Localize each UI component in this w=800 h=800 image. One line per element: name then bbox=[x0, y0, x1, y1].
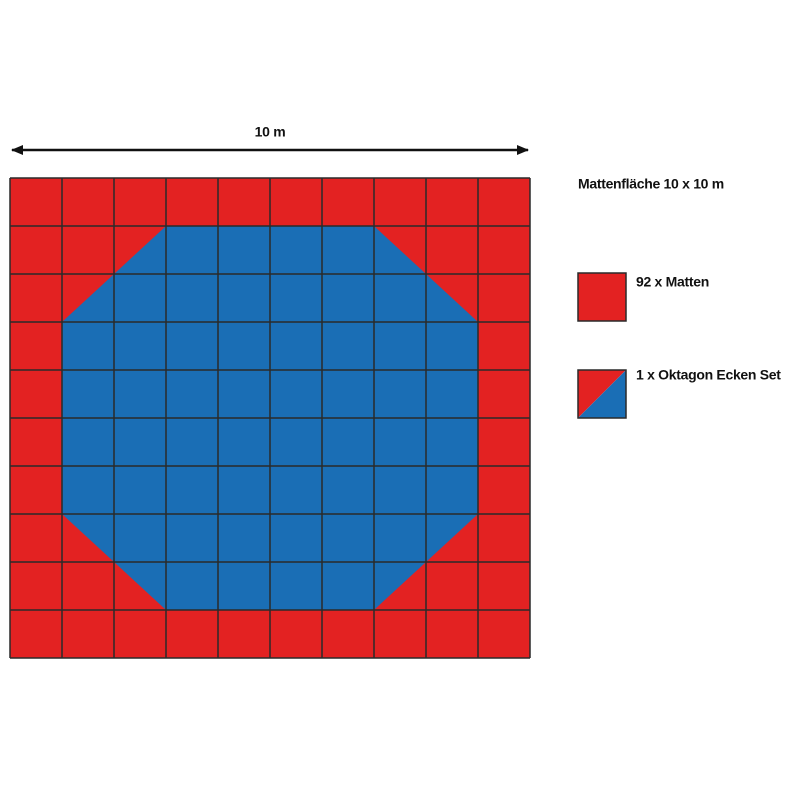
legend-swatch-mat bbox=[577, 272, 627, 322]
legend-label: 92 x Matten bbox=[636, 274, 709, 290]
dimension-label: 10 m bbox=[255, 124, 286, 140]
legend-swatch-corner bbox=[577, 369, 627, 419]
mat-grid bbox=[9, 177, 531, 659]
legend-label: 1 x Oktagon Ecken Set bbox=[636, 367, 781, 383]
legend-title: Mattenfläche 10 x 10 m bbox=[578, 176, 724, 192]
mat-area bbox=[9, 177, 531, 659]
